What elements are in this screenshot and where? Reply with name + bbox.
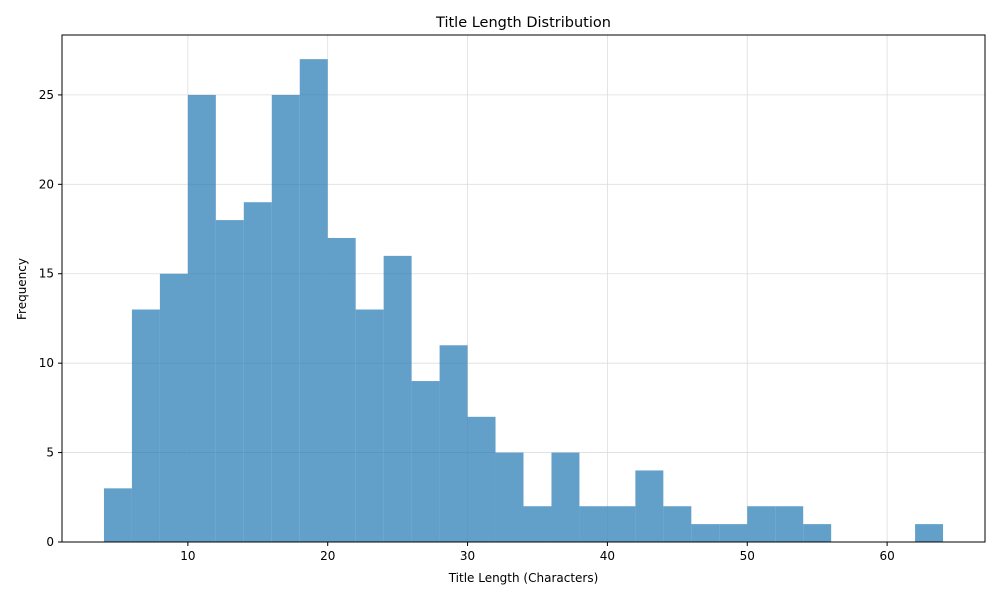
histogram-bar — [719, 524, 748, 542]
y-tick-label: 25 — [39, 88, 54, 102]
histogram-bar — [635, 470, 664, 542]
y-axis-ticks: 0 5 10 15 20 25 — [39, 88, 62, 549]
y-tick-label: 5 — [46, 446, 54, 460]
histogram-bar — [243, 202, 272, 542]
histogram-bar — [551, 452, 580, 542]
x-axis-ticks: 10 20 30 40 50 60 — [180, 542, 895, 563]
x-tick-label: 20 — [320, 549, 335, 563]
x-tick-label: 40 — [600, 549, 615, 563]
y-axis-label: Frequency — [15, 258, 29, 320]
y-tick-label: 20 — [39, 177, 54, 191]
histogram-bar — [327, 237, 356, 543]
histogram-bar — [607, 506, 636, 542]
histogram-bar — [411, 381, 440, 542]
plot-frame — [61, 34, 986, 543]
x-tick-label: 50 — [740, 549, 755, 563]
y-tick-label: 0 — [46, 535, 54, 549]
histogram-bar — [271, 94, 300, 543]
x-axis-label: Title Length (Characters) — [448, 571, 599, 585]
histogram-bar — [383, 255, 412, 542]
histogram-bar — [803, 524, 832, 542]
histogram-bar — [159, 273, 188, 542]
histogram-bar — [579, 506, 608, 542]
histogram-bar — [187, 94, 216, 543]
histogram-bar — [775, 506, 804, 542]
y-tick-label: 15 — [39, 267, 54, 281]
x-tick-label: 30 — [460, 549, 475, 563]
histogram-bar — [495, 452, 524, 542]
histogram-bar — [103, 488, 132, 542]
histogram-bar — [663, 506, 692, 542]
histogram-bar — [747, 506, 776, 542]
histogram-bar — [915, 524, 944, 542]
histogram-bars — [103, 59, 944, 543]
x-tick-label: 60 — [879, 549, 894, 563]
x-tick-label: 10 — [180, 549, 195, 563]
histogram-bar — [355, 309, 384, 542]
histogram-bar — [131, 309, 160, 542]
histogram-bar — [467, 416, 496, 542]
histogram-bar — [439, 345, 468, 542]
y-tick-label: 10 — [39, 356, 54, 370]
histogram-bar — [691, 524, 720, 542]
histogram-bar — [299, 59, 328, 543]
histogram-bar — [523, 506, 552, 542]
chart-title: Title Length Distribution — [435, 15, 611, 31]
histogram-bar — [215, 220, 244, 542]
